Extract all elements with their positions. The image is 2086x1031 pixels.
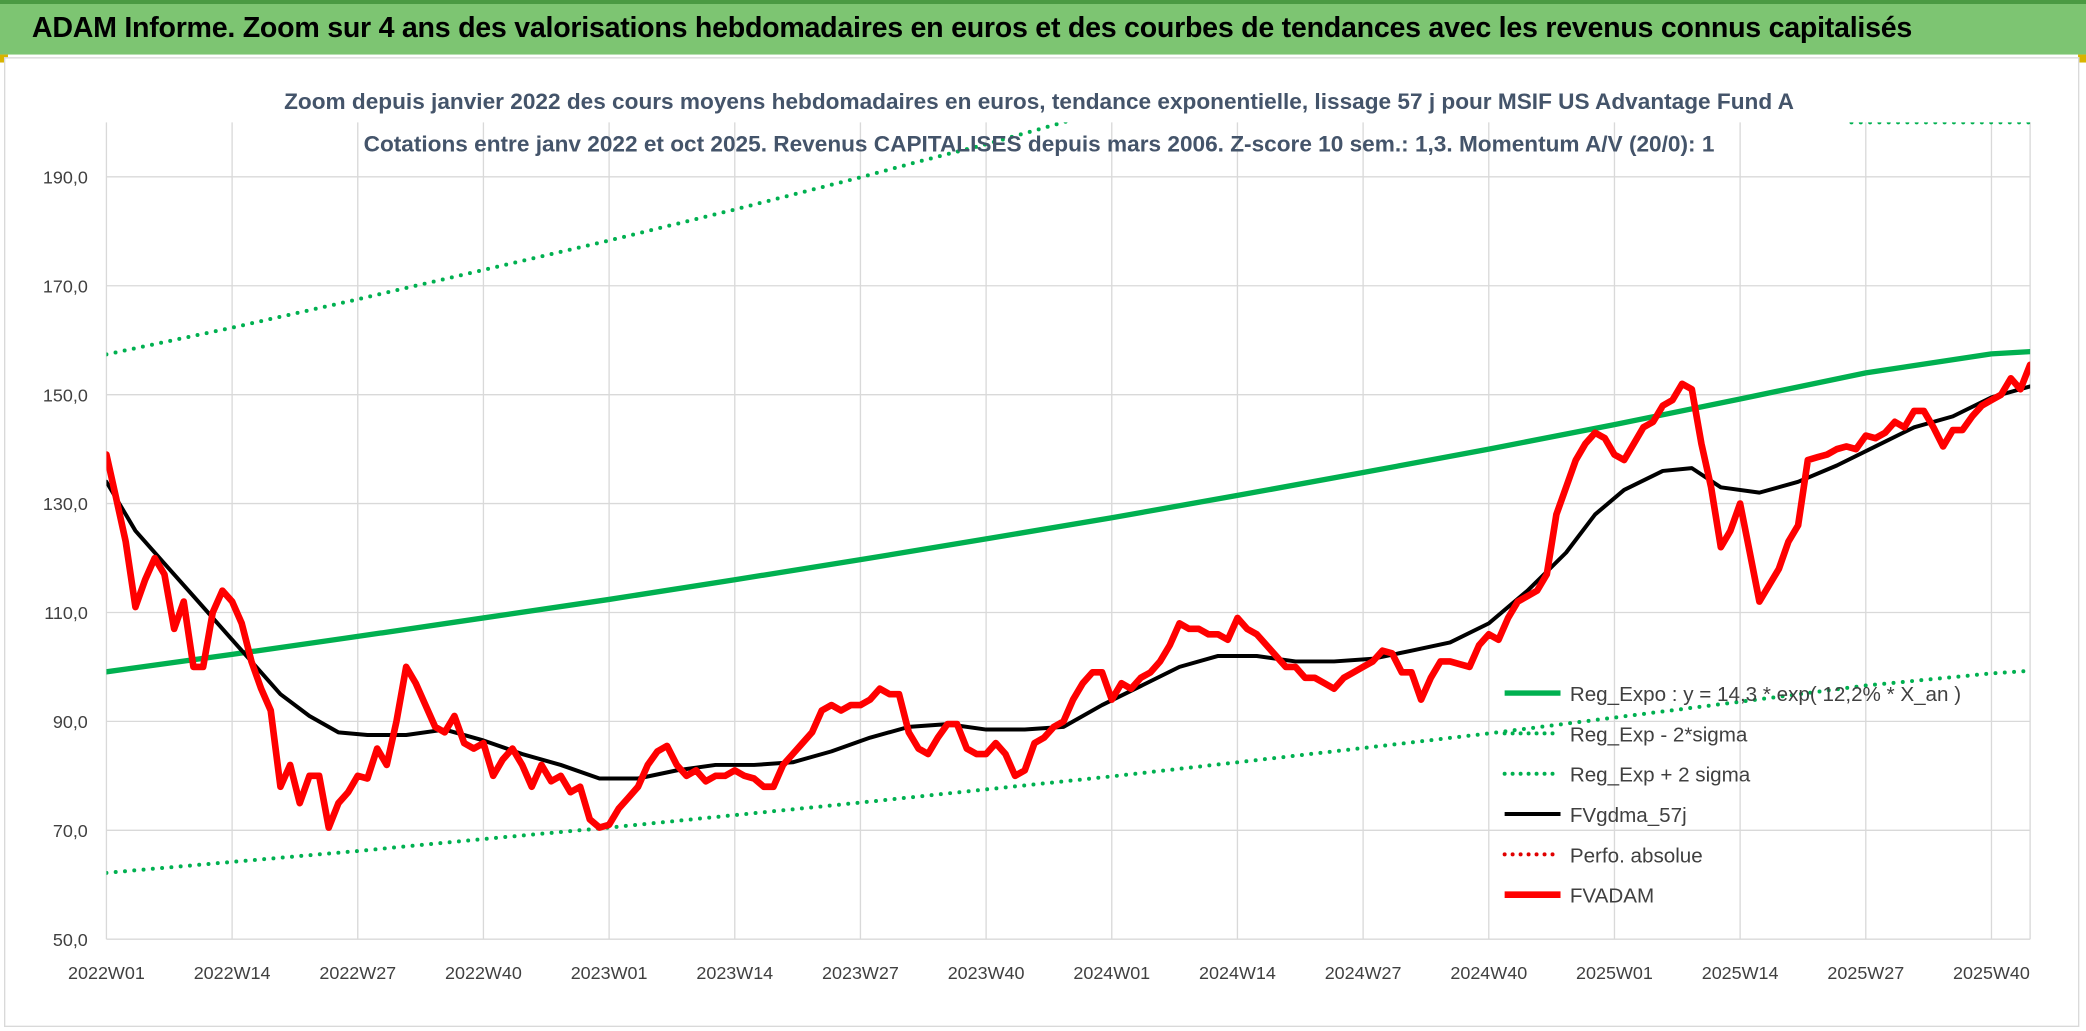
- horizontal-gridlines: [106, 176, 2031, 940]
- frame-corner-right: [2078, 54, 2086, 63]
- chart-subtitle: Cotations entre janv 2022 et oct 2025. R…: [364, 132, 1715, 157]
- x-tick-label: 2023W40: [948, 963, 1025, 983]
- legend-label-0: Reg_Expo : y = 14,3 * exp( 12,2% * X_an …: [1570, 683, 1961, 706]
- legend-label-1: Reg_Exp - 2*sigma: [1570, 723, 1748, 746]
- x-tick-label: 2025W27: [1827, 963, 1904, 983]
- x-tick-label: 2023W01: [571, 963, 648, 983]
- title-banner: ADAM Informe. Zoom sur 4 ans des valoris…: [0, 0, 2086, 55]
- chart-title: Zoom depuis janvier 2022 des cours moyen…: [284, 89, 1794, 114]
- chart-frame: [3, 57, 2080, 1028]
- x-tick-label: 2022W40: [445, 963, 522, 983]
- y-tick-label: 190,0: [43, 167, 88, 187]
- x-tick-label: 2024W01: [1073, 963, 1150, 983]
- x-axis-ticks: 2022W01 2022W14 2022W27 2022W40 2023W01 2023W…: [68, 963, 2030, 983]
- legend: Reg_Expo : y = 14,3 * exp( 12,2% * X_an …: [1502, 683, 1961, 908]
- x-tick-label: 2022W01: [68, 963, 145, 983]
- series-line-2: [106, 122, 2031, 357]
- series-line-3: [106, 384, 2031, 781]
- x-tick-label: 2022W14: [194, 963, 271, 983]
- y-tick-label: 50,0: [53, 930, 88, 950]
- plot-area: [106, 122, 2031, 875]
- legend-label-5: FVADAM: [1570, 885, 1654, 908]
- y-axis-ticks: 50,0 70,0 90,0 110,0 130,0 150,0 170,0 190,0: [43, 167, 88, 949]
- x-tick-label: 2025W14: [1702, 963, 1779, 983]
- x-tick-label: 2025W01: [1576, 963, 1653, 983]
- y-tick-label: 170,0: [43, 276, 88, 296]
- x-tick-label: 2022W27: [319, 963, 396, 983]
- x-tick-label: 2024W27: [1325, 963, 1402, 983]
- y-tick-label: 90,0: [53, 712, 88, 732]
- legend-label-3: FVgdma_57j: [1570, 804, 1687, 827]
- x-tick-label: 2023W27: [822, 963, 899, 983]
- series-line-1: [106, 668, 2031, 875]
- x-tick-label: 2024W40: [1450, 963, 1527, 983]
- y-tick-label: 110,0: [44, 603, 88, 623]
- vertical-gridlines: [105, 122, 2031, 940]
- y-tick-label: 130,0: [43, 494, 88, 514]
- legend-label-2: Reg_Exp + 2 sigma: [1570, 764, 1751, 787]
- x-tick-label: 2024W14: [1199, 963, 1276, 983]
- legend-label-4: Perfo. absolue: [1570, 844, 1703, 867]
- y-tick-label: 70,0: [53, 821, 88, 841]
- x-tick-label: 2025W40: [1953, 963, 2030, 983]
- series-line-0: [106, 348, 2031, 675]
- series-line-5: [106, 361, 2031, 831]
- page-title: ADAM Informe. Zoom sur 4 ans des valoris…: [31, 11, 1912, 44]
- x-tick-label: 2023W14: [696, 963, 773, 983]
- series-lines: [106, 122, 2031, 875]
- y-tick-label: 150,0: [43, 385, 88, 405]
